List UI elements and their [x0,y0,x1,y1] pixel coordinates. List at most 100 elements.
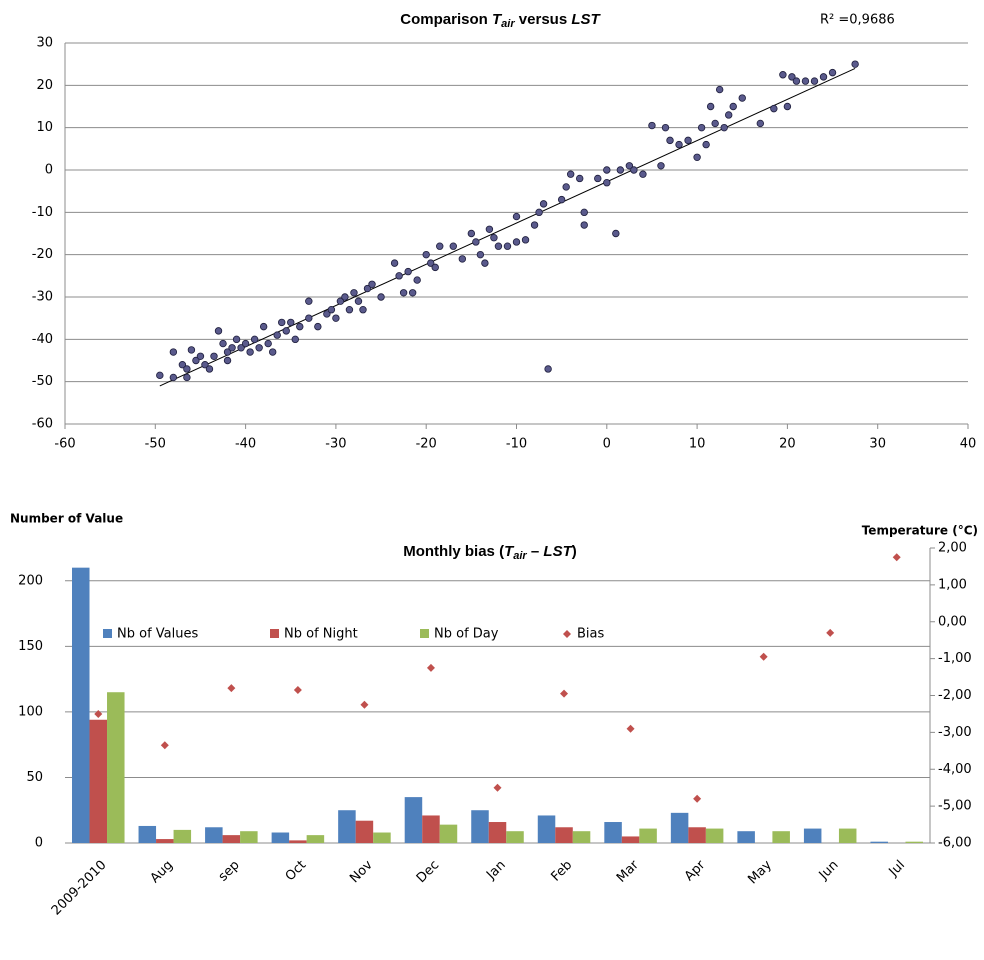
point [341,293,349,301]
y2-tick-label: -2,00 [938,688,972,703]
point [580,221,588,229]
point [810,77,819,85]
y2-tick-label: 1,00 [938,577,967,592]
chart-title: Comparison Tair versus LST [400,11,601,30]
bar [870,841,888,843]
bar [156,839,174,843]
x-tick-label: Jul [886,858,908,880]
bar [621,836,640,843]
point [223,356,232,365]
bar [289,840,307,843]
bias-marker [94,709,103,718]
y2-tick-label: -3,00 [938,725,972,740]
y-tick-label: -40 [32,332,53,347]
point [214,327,223,335]
point [788,73,796,81]
y2-tick-label: 2,00 [938,541,967,556]
point [169,348,178,356]
bar [355,820,374,843]
point [413,276,421,284]
point [494,242,503,250]
chart-title: Monthly bias (Tair – LST) [403,543,577,562]
title-part: LST [571,11,601,28]
x-tick-label: sep [216,858,243,885]
point [323,310,331,318]
point [684,136,692,145]
title-part: versus [515,11,572,28]
point [345,306,354,314]
legend-label: Nb of Night [284,627,358,642]
x-tick-label: Aug [148,858,177,887]
point [196,352,205,360]
point [210,352,218,360]
title-part: air [501,18,515,30]
point [576,174,584,183]
bar [138,825,157,843]
y2-axis-title: Temperature (°C) [862,524,978,538]
point [603,178,611,187]
point [725,111,733,119]
point [282,327,290,335]
point [422,250,430,259]
x-tick-label: Apr [682,857,709,884]
point [530,221,539,229]
title-part: T [504,543,515,560]
legend-label: Nb of Values [117,627,198,642]
y2-tick-label: -4,00 [938,762,972,777]
x-tick-label: 40 [960,437,977,452]
point [183,373,191,382]
point [336,297,345,305]
bar [639,828,657,843]
bias-marker [360,700,369,709]
point [485,225,494,233]
bar [737,831,755,843]
point [819,73,828,81]
bar [688,827,706,843]
x-tick-label: Oct [283,858,310,885]
bar [72,567,90,843]
point [720,123,728,132]
bias-marker [160,741,169,750]
point [539,200,548,208]
point [467,229,476,238]
bar-chart: Number of Value Temperature (°C) Monthly… [10,512,978,919]
y-tick-label: 50 [26,770,43,785]
x-tick-label: Dec [414,858,442,886]
x-tick-label: -50 [145,437,166,452]
point [219,339,227,348]
x-tick-label: 0 [603,437,611,452]
bias-marker [626,724,635,733]
scatter-chart: Comparison Tair versus LST R² =0,9686 -6… [32,11,977,452]
x-tick-label: Nov [347,857,376,886]
point [246,348,254,356]
point [187,346,196,354]
legend-label: Nb of Day [434,627,499,642]
y2-tick-label: 0,00 [938,614,967,629]
bar [670,812,689,843]
point [828,68,837,77]
bar [439,824,458,843]
point [472,238,480,246]
point [702,140,710,149]
bar [488,822,507,843]
y-tick-label: 150 [18,639,43,654]
x-tick-label: 2009-2010 [49,858,110,919]
point [851,60,859,68]
point [259,322,268,331]
point [192,356,200,365]
y-tick-label: 100 [18,704,43,719]
legend-label: Bias [577,627,604,642]
point [630,166,638,174]
bar [705,828,724,843]
y-tick-label: -60 [32,417,53,432]
title-part: – [527,543,544,560]
bias-marker [426,663,435,672]
bias-marker [826,628,835,637]
bar [506,831,524,843]
x-tick-label: -30 [325,437,346,452]
x-tick-label: -40 [235,437,256,452]
point [657,162,665,170]
point [228,344,236,352]
point [715,85,724,94]
bar [422,815,440,843]
